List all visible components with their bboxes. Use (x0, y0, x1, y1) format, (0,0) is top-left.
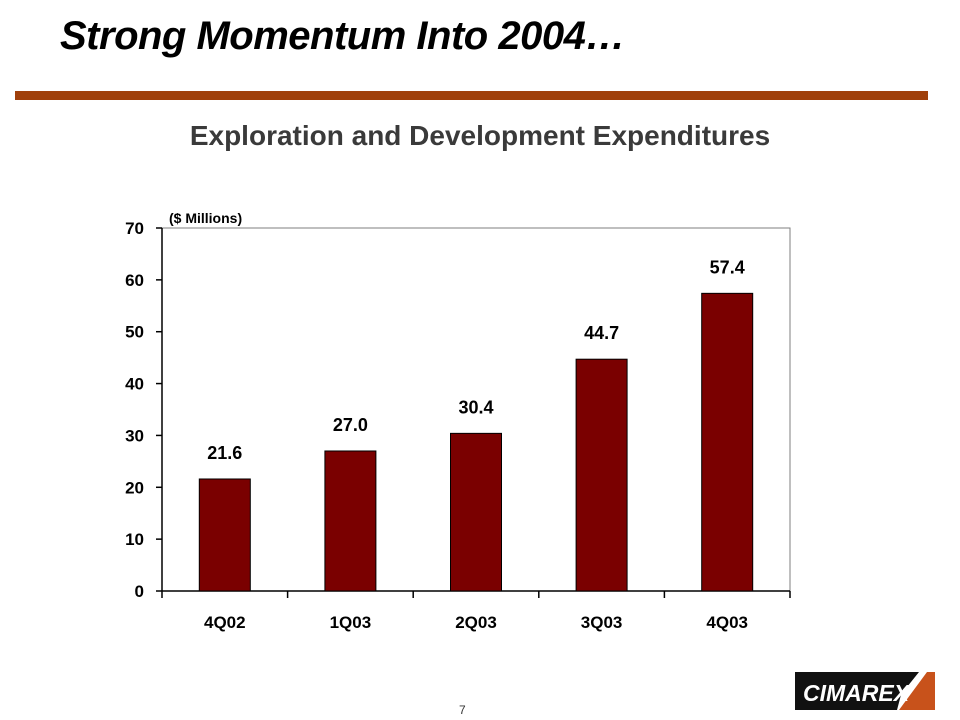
y-tick-label: 20 (125, 478, 144, 497)
cimarex-logo: CIMAREX (795, 672, 935, 710)
bar-2q03 (450, 432, 502, 592)
x-tick-label: 3Q03 (581, 613, 623, 632)
y-tick-label: 50 (125, 323, 144, 342)
x-tick-label: 4Q02 (204, 613, 246, 632)
y-tick-label: 60 (125, 271, 144, 290)
y-tick-label: 10 (125, 530, 144, 549)
bar-4q03 (701, 292, 754, 592)
data-label: 21.6 (207, 443, 242, 463)
data-label: 27.0 (333, 415, 368, 435)
y-tick-label: 40 (125, 375, 144, 394)
bar-4q02 (198, 478, 251, 592)
y-tick-label: 70 (125, 219, 144, 238)
bar-1q03 (324, 450, 377, 592)
page-number: 7 (459, 703, 466, 717)
x-tick-label: 4Q03 (706, 613, 748, 632)
y-tick-label: 0 (135, 582, 144, 601)
logo-text: CIMAREX (803, 680, 911, 706)
bar-3q03 (575, 358, 628, 592)
data-label: 44.7 (584, 323, 619, 343)
data-label: 57.4 (710, 257, 745, 277)
x-tick-label: 2Q03 (455, 613, 497, 632)
x-tick-label: 1Q03 (330, 613, 372, 632)
chart-title: Exploration and Development Expenditures (189, 120, 771, 151)
data-label: 30.4 (458, 397, 493, 417)
unit-label: ($ Millions) (169, 210, 242, 226)
title-rule (15, 91, 928, 100)
y-tick-label: 30 (125, 426, 144, 445)
slide-title: Strong Momentum Into 2004… (60, 14, 625, 58)
